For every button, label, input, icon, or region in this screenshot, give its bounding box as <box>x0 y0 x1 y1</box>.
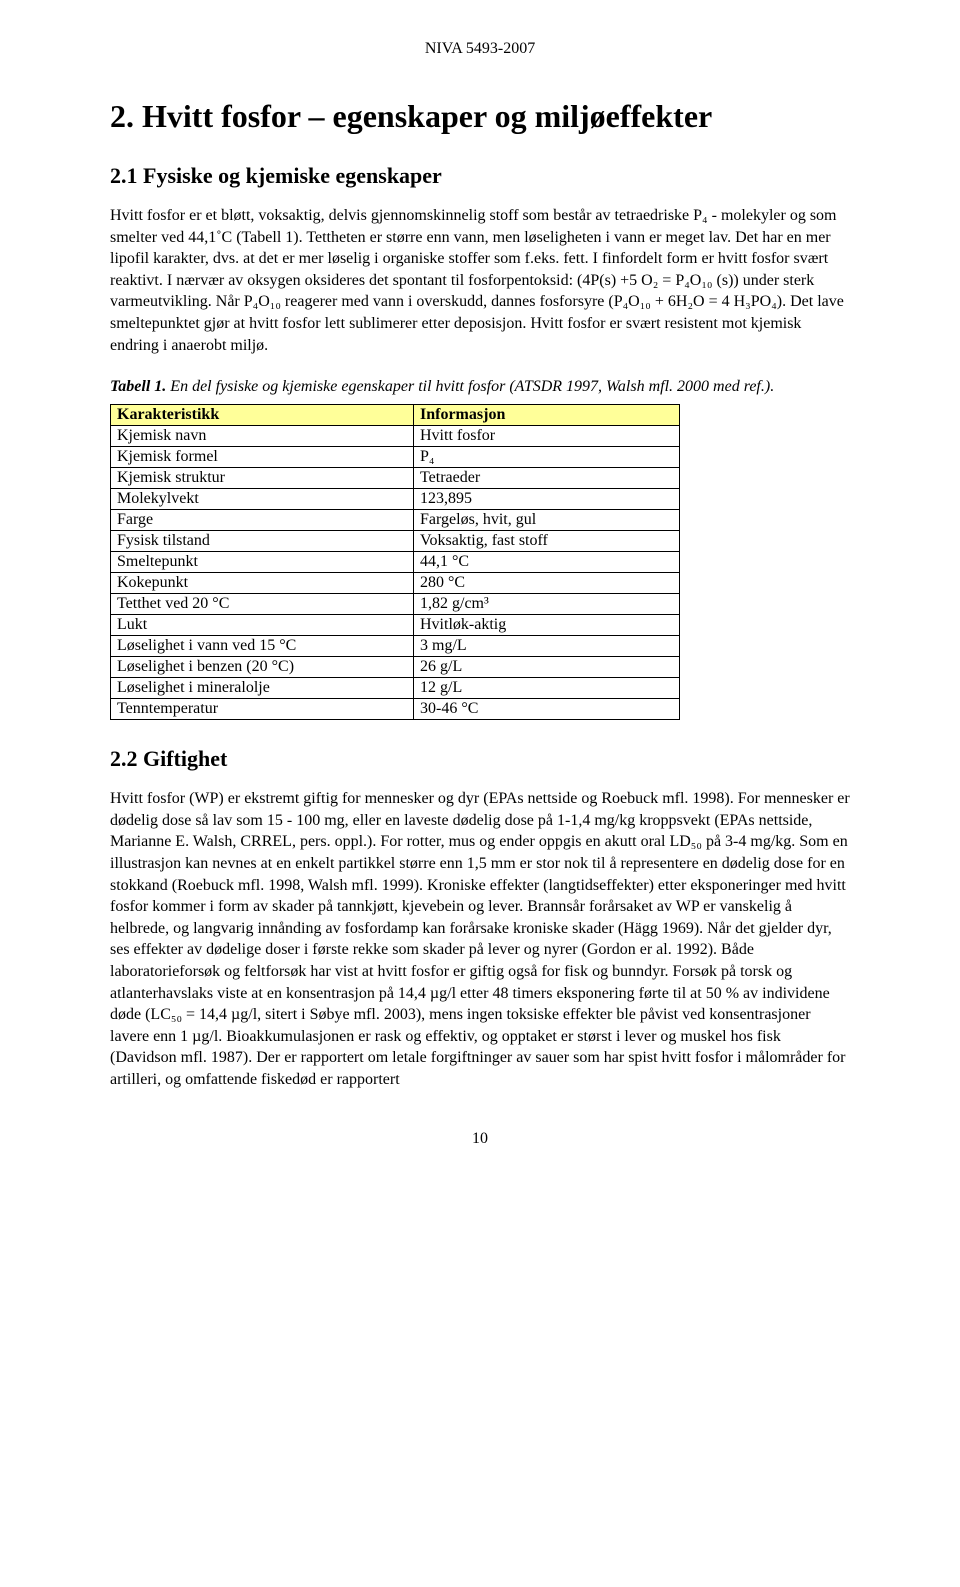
table-cell-value: Hvitløk-aktig <box>414 615 680 636</box>
table-row: Smeltepunkt44,1 °C <box>111 552 680 573</box>
document-header: NIVA 5493-2007 <box>110 40 850 58</box>
table-cell-value: 1,82 g/cm³ <box>414 594 680 615</box>
table-row: Kokepunkt280 °C <box>111 573 680 594</box>
subsection-2-2-title: 2.2 Giftighet <box>110 746 850 772</box>
paragraph-1: Hvitt fosfor er et bløtt, voksaktig, del… <box>110 205 850 356</box>
table-row: Kjemisk navnHvitt fosfor <box>111 426 680 447</box>
table-cell-key: Smeltepunkt <box>111 552 414 573</box>
section-title: 2. Hvitt fosfor – egenskaper og miljøeff… <box>110 98 850 135</box>
table-cell-key: Løselighet i mineralolje <box>111 678 414 699</box>
paragraph-2: Hvitt fosfor (WP) er ekstremt giftig for… <box>110 788 850 1090</box>
table-cell-key: Farge <box>111 510 414 531</box>
table-row: Løselighet i vann ved 15 °C3 mg/L <box>111 636 680 657</box>
table-row: FargeFargeløs, hvit, gul <box>111 510 680 531</box>
table-cell-value: P₄ <box>414 447 680 468</box>
table-cell-key: Kjemisk struktur <box>111 468 414 489</box>
table-row: Fysisk tilstandVoksaktig, fast stoff <box>111 531 680 552</box>
table-cell-key: Løselighet i benzen (20 °C) <box>111 657 414 678</box>
table-cell-value: 3 mg/L <box>414 636 680 657</box>
table-1-caption-text: En del fysiske og kjemiske egenskaper ti… <box>166 378 774 395</box>
table-cell-value: 12 g/L <box>414 678 680 699</box>
table-cell-value: Voksaktig, fast stoff <box>414 531 680 552</box>
table-cell-key: Tenntemperatur <box>111 699 414 720</box>
subsection-2-1-title: 2.1 Fysiske og kjemiske egenskaper <box>110 163 850 189</box>
table-cell-value: 26 g/L <box>414 657 680 678</box>
table-cell-value: Tetraeder <box>414 468 680 489</box>
table-cell-key: Kjemisk navn <box>111 426 414 447</box>
table-cell-key: Løselighet i vann ved 15 °C <box>111 636 414 657</box>
table-row: Løselighet i benzen (20 °C)26 g/L <box>111 657 680 678</box>
table-row: Løselighet i mineralolje12 g/L <box>111 678 680 699</box>
table-cell-value: 123,895 <box>414 489 680 510</box>
table-cell-value: 280 °C <box>414 573 680 594</box>
table-row: Kjemisk strukturTetraeder <box>111 468 680 489</box>
table-cell-key: Lukt <box>111 615 414 636</box>
table-cell-value: 30-46 °C <box>414 699 680 720</box>
table-cell-value: 44,1 °C <box>414 552 680 573</box>
table-row: Tetthet ved 20 °C1,82 g/cm³ <box>111 594 680 615</box>
table-cell-key: Fysisk tilstand <box>111 531 414 552</box>
table-header-row: Karakteristikk Informasjon <box>111 405 680 426</box>
page-number: 10 <box>110 1130 850 1148</box>
document-page: NIVA 5493-2007 2. Hvitt fosfor – egenska… <box>0 0 960 1188</box>
table-row: Kjemisk formelP₄ <box>111 447 680 468</box>
table-cell-key: Kjemisk formel <box>111 447 414 468</box>
table-row: Tenntemperatur30-46 °C <box>111 699 680 720</box>
table-cell-key: Molekylvekt <box>111 489 414 510</box>
table-header-col2: Informasjon <box>414 405 680 426</box>
table-cell-value: Hvitt fosfor <box>414 426 680 447</box>
table-row: Molekylvekt123,895 <box>111 489 680 510</box>
table-cell-key: Tetthet ved 20 °C <box>111 594 414 615</box>
table-1-caption: Tabell 1. En del fysiske og kjemiske ege… <box>110 378 850 396</box>
table-cell-value: Fargeløs, hvit, gul <box>414 510 680 531</box>
table-header-col1: Karakteristikk <box>111 405 414 426</box>
table-1-caption-label: Tabell 1. <box>110 378 166 395</box>
table-cell-key: Kokepunkt <box>111 573 414 594</box>
properties-table: Karakteristikk Informasjon Kjemisk navnH… <box>110 404 680 720</box>
table-row: LuktHvitløk-aktig <box>111 615 680 636</box>
